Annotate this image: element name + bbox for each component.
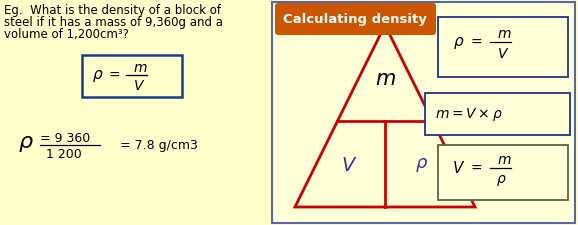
Polygon shape (295, 26, 475, 207)
Text: =: = (109, 69, 121, 83)
Text: =: = (471, 36, 483, 50)
Text: m: m (375, 69, 395, 89)
Text: V: V (453, 160, 464, 175)
Text: $\rho$: $\rho$ (453, 35, 465, 51)
Text: Eg.  What is the density of a block of: Eg. What is the density of a block of (4, 4, 221, 17)
Text: = 9 360: = 9 360 (40, 132, 90, 145)
FancyBboxPatch shape (82, 56, 182, 98)
Text: m: m (498, 152, 512, 166)
Text: V: V (134, 79, 143, 93)
Text: m: m (134, 61, 147, 75)
FancyBboxPatch shape (272, 3, 575, 223)
FancyBboxPatch shape (438, 18, 568, 78)
Text: V: V (342, 155, 355, 174)
FancyBboxPatch shape (438, 145, 568, 200)
Text: = 7.8 g/cm3: = 7.8 g/cm3 (120, 139, 198, 152)
Text: $\rho$: $\rho$ (18, 133, 34, 153)
Text: steel if it has a mass of 9,360g and a: steel if it has a mass of 9,360g and a (4, 16, 223, 29)
Text: =: = (471, 161, 483, 175)
Text: V: V (498, 47, 507, 61)
FancyBboxPatch shape (275, 4, 436, 36)
Text: volume of 1,200cm³?: volume of 1,200cm³? (4, 28, 129, 41)
Text: Calculating density: Calculating density (283, 12, 427, 25)
Text: m: m (498, 27, 512, 41)
Text: $m = V \times \rho$: $m = V \times \rho$ (435, 106, 503, 123)
Text: $\rho$: $\rho$ (92, 68, 103, 84)
Text: $\rho$: $\rho$ (415, 155, 428, 173)
Text: 1 200: 1 200 (46, 147, 81, 160)
FancyBboxPatch shape (425, 94, 570, 135)
Text: $\rho$: $\rho$ (496, 172, 507, 187)
